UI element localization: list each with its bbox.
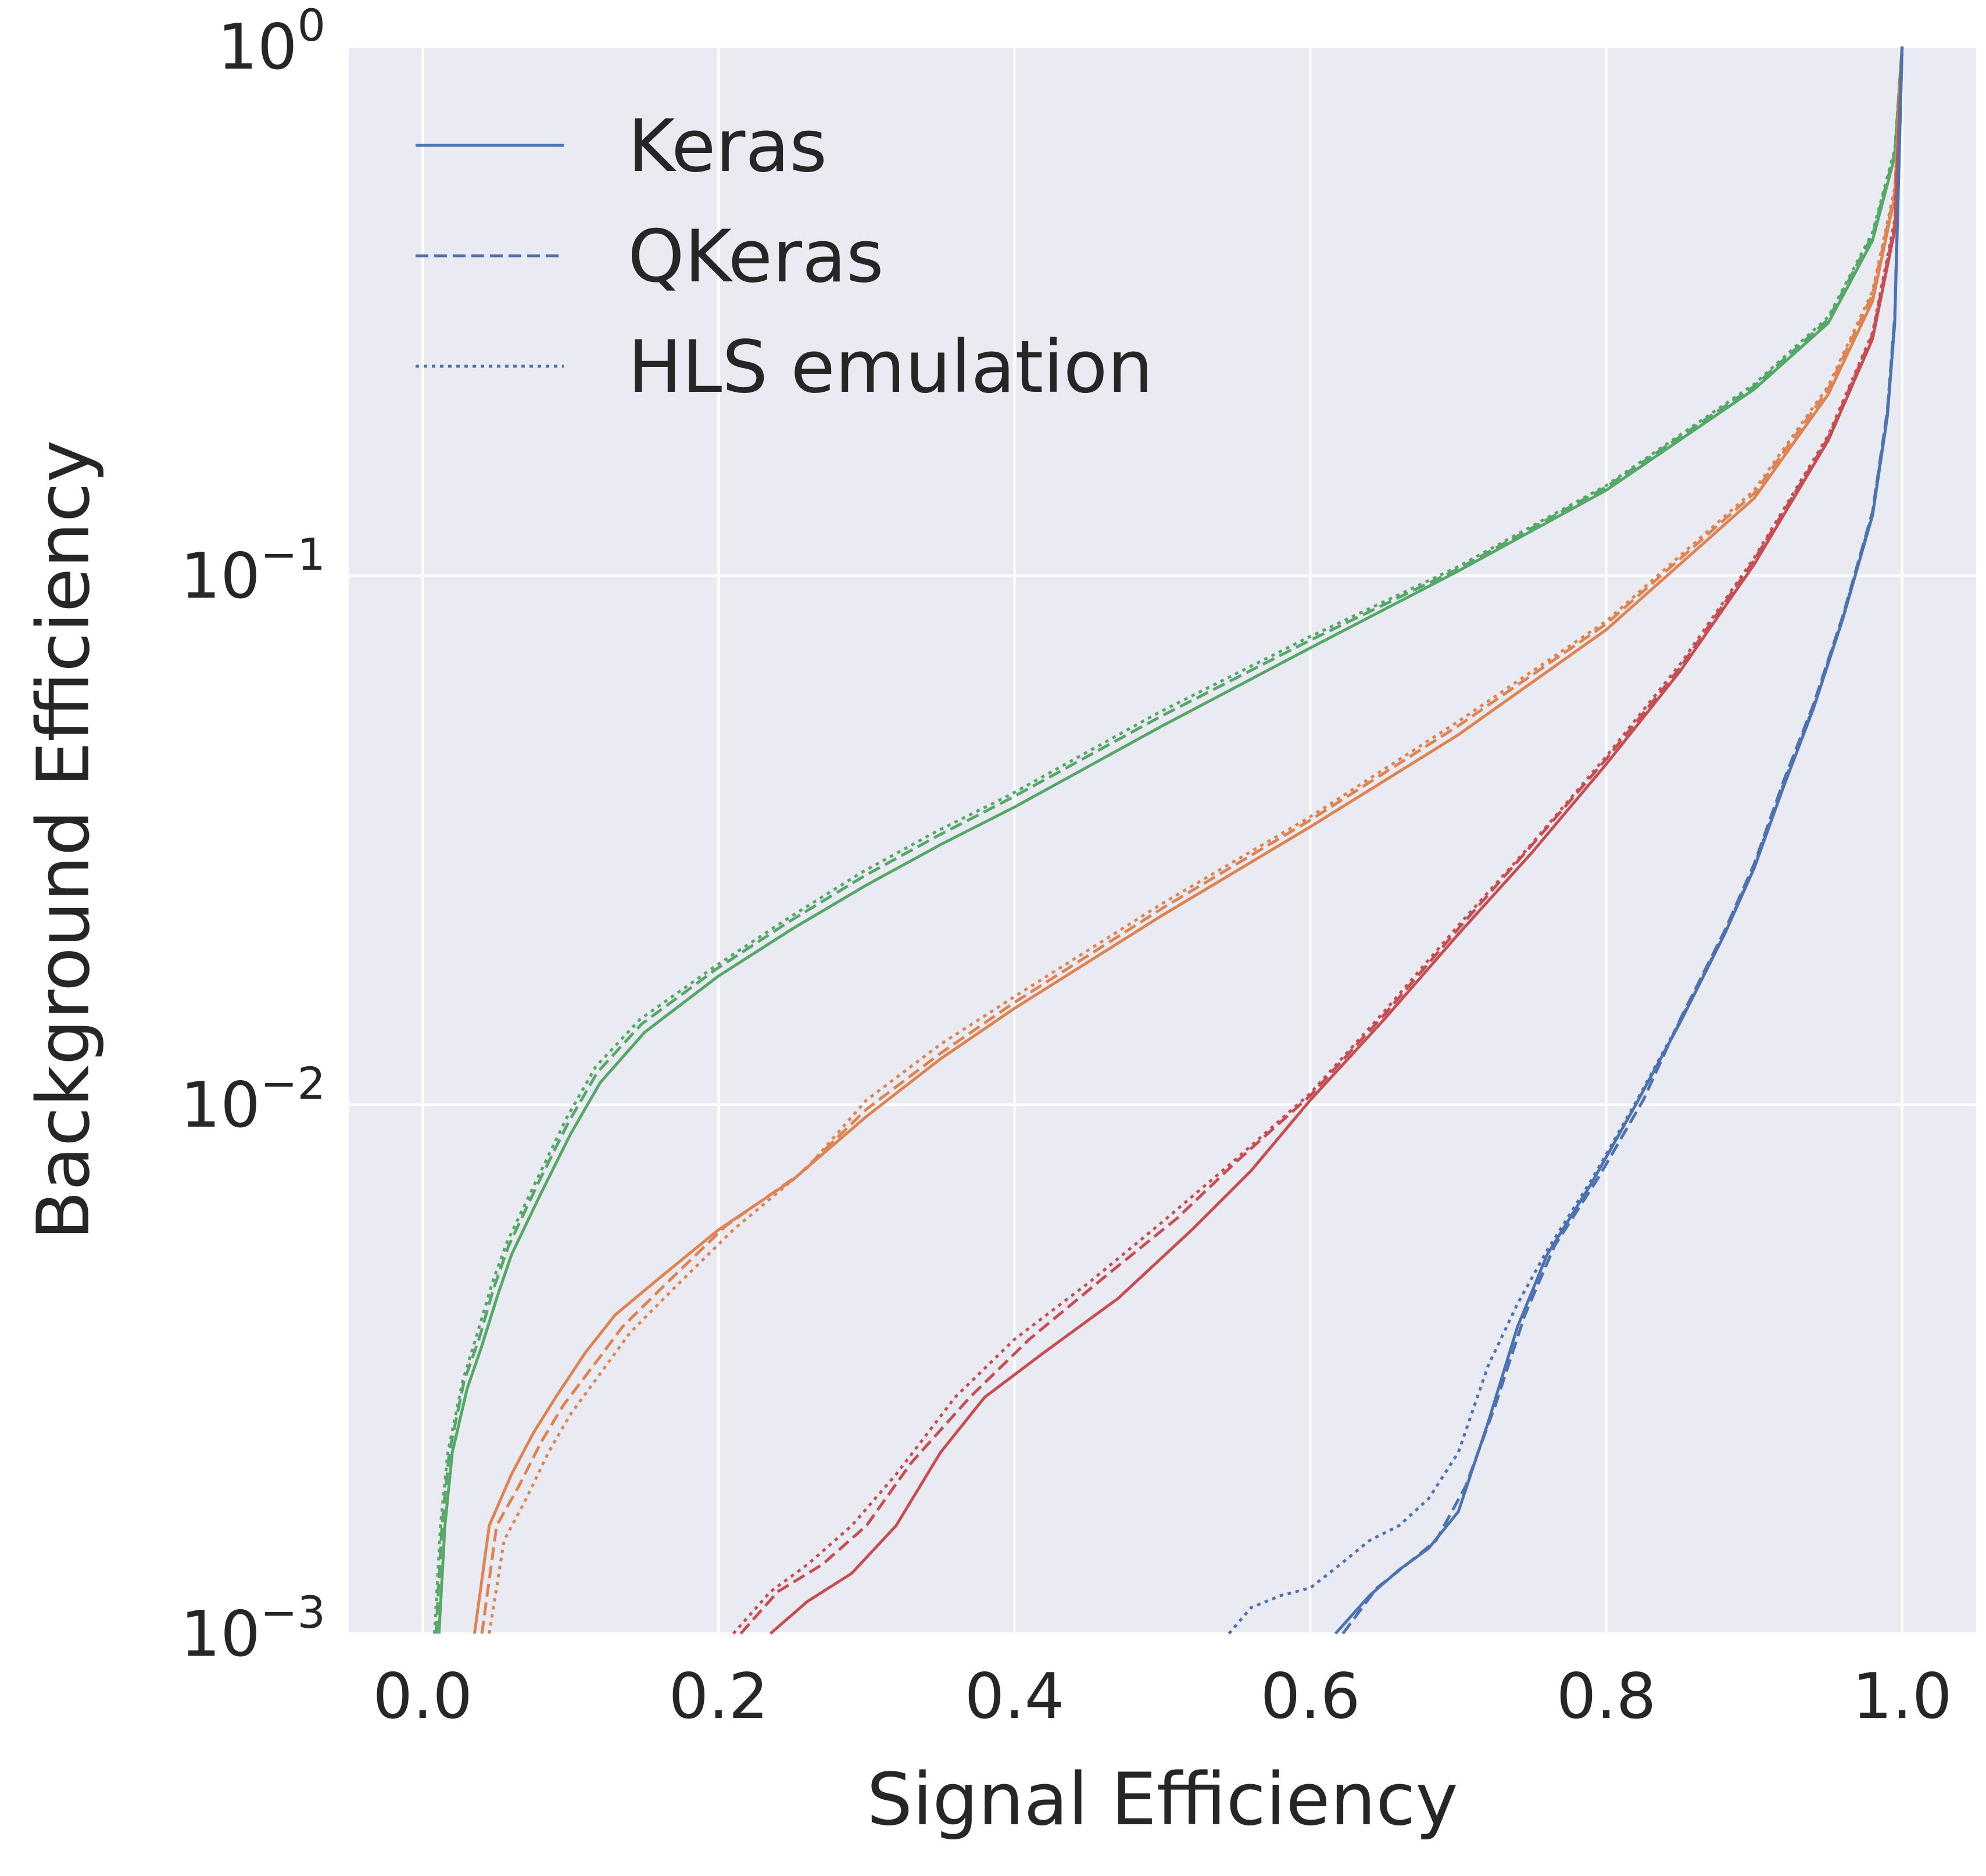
y-tick-label: 10−1 — [181, 528, 325, 613]
x-tick-label: 0.4 — [965, 1660, 1065, 1733]
x-tick-label: 0.6 — [1261, 1660, 1361, 1733]
legend: Keras QKeras HLS emulation — [416, 105, 1153, 409]
roc-curve-orange-keras — [473, 46, 1904, 1634]
x-tick-label: 1.0 — [1852, 1660, 1952, 1733]
y-axis-title: Background Efficiency — [22, 440, 106, 1240]
x-tick-labels: 0.0 0.2 0.4 0.6 0.8 1.0 — [373, 1660, 1952, 1733]
roc-curve-green-keras — [437, 46, 1904, 1634]
legend-label: HLS emulation — [628, 326, 1153, 409]
roc-curve-red-qkeras — [739, 46, 1904, 1635]
roc-curves — [433, 46, 1904, 1635]
y-tick-label: 10−2 — [181, 1057, 325, 1142]
legend-label: QKeras — [628, 215, 884, 299]
x-tick-label: 0.8 — [1556, 1660, 1656, 1733]
roc-curve-orange-hls-emulation — [488, 46, 1904, 1634]
y-tick-label: 10−3 — [181, 1586, 325, 1671]
x-tick-label: 0.2 — [668, 1660, 768, 1733]
plot-area-background — [349, 47, 1976, 1634]
y-tick-labels: 100 10−1 10−2 10−3 — [181, 0, 325, 1671]
x-tick-label: 0.0 — [373, 1660, 473, 1733]
roc-curve-orange-qkeras — [480, 46, 1904, 1634]
roc-curve-blue-qkeras — [1341, 46, 1904, 1635]
legend-label: Keras — [628, 105, 827, 188]
roc-curve-green-qkeras — [434, 46, 1904, 1634]
roc-curve-red-keras — [769, 46, 1904, 1635]
x-axis-title: Signal Efficiency — [867, 1758, 1458, 1842]
grid-lines — [349, 45, 1976, 1635]
roc-curve-blue-hls-emulation — [1228, 46, 1904, 1635]
y-tick-label: 100 — [217, 0, 325, 84]
roc-curve-green-hls-emulation — [433, 46, 1904, 1634]
